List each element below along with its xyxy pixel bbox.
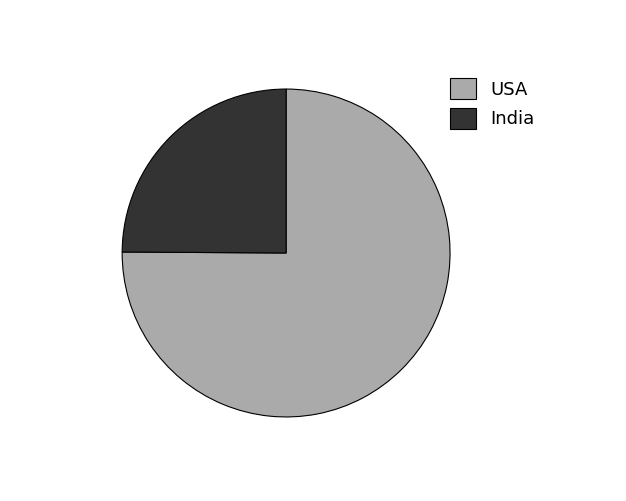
Wedge shape bbox=[122, 89, 286, 253]
Wedge shape bbox=[122, 89, 450, 417]
Legend: USA, India: USA, India bbox=[441, 69, 543, 138]
